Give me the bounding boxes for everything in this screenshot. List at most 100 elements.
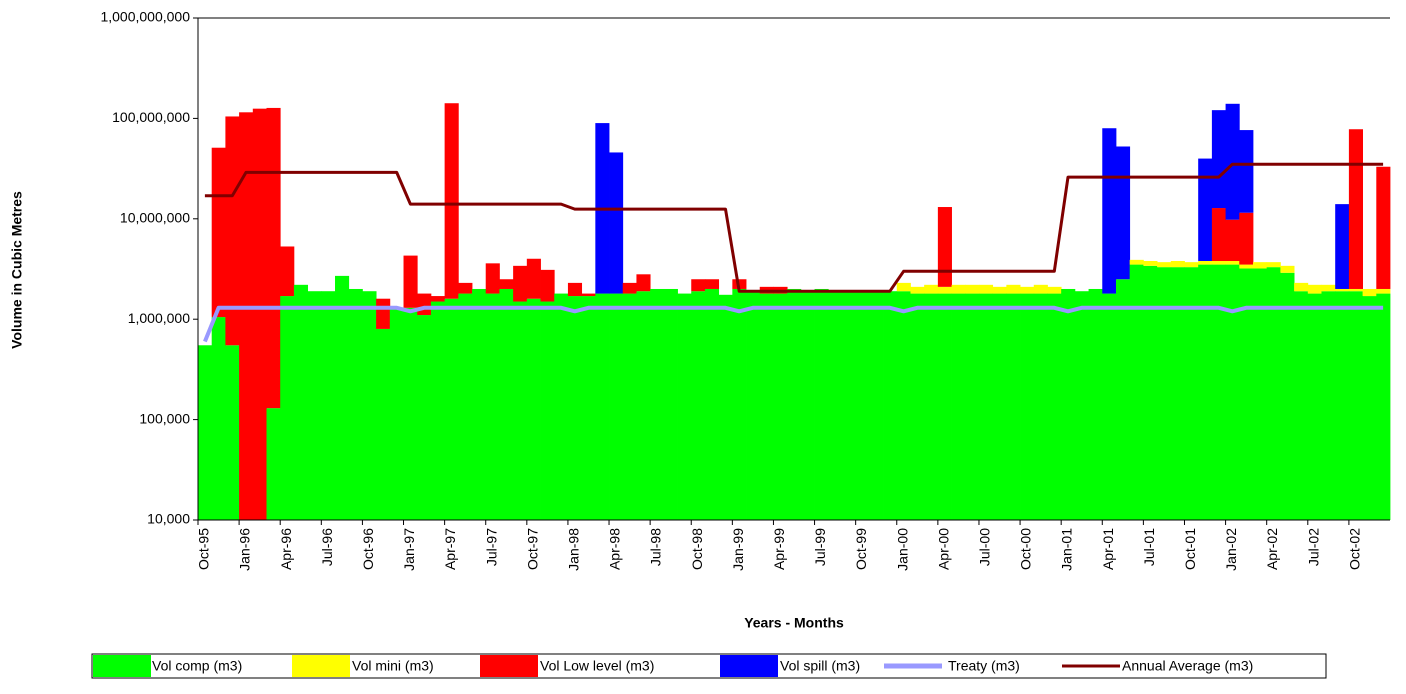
- x-tick-label: Jul-00: [977, 528, 993, 566]
- line-layer: [203, 162, 1384, 343]
- bar-segment: [978, 293, 994, 520]
- bar-segment: [581, 293, 596, 297]
- bar-segment: [746, 291, 761, 520]
- bar-segment: [663, 288, 678, 520]
- x-tick-label: Jul-96: [319, 528, 335, 566]
- legend-swatch: [292, 655, 350, 677]
- x-tick-label: Jan-00: [894, 528, 910, 571]
- bar-segment: [266, 107, 281, 409]
- bar-segment: [691, 291, 706, 520]
- bar-segment: [1006, 293, 1021, 520]
- bar-segment: [814, 288, 829, 520]
- legend-label: Vol mini (m3): [352, 658, 434, 674]
- bar-segment: [937, 286, 952, 294]
- bar-segment: [1115, 146, 1131, 280]
- bar-segment: [430, 296, 446, 302]
- bar-segment: [540, 269, 555, 302]
- bar-segment: [1129, 259, 1144, 265]
- x-tick-label: Jul-99: [812, 528, 828, 566]
- bar-segment: [787, 288, 802, 520]
- bar-segment: [1239, 130, 1254, 213]
- line-series: [204, 162, 1384, 293]
- y-axis-title: Volume in Cubic Metres: [9, 191, 25, 349]
- bar-segment: [376, 298, 391, 329]
- bar-segment: [1184, 267, 1199, 520]
- bar-segment: [499, 288, 514, 520]
- bar-segment: [924, 293, 939, 520]
- bar-segment: [389, 307, 404, 520]
- bar-layer: [198, 103, 1391, 521]
- bar-segment: [773, 293, 788, 520]
- bar-segment: [937, 293, 952, 520]
- bar-segment: [609, 152, 624, 294]
- x-tick-label: Jul-98: [648, 528, 664, 566]
- bar-segment: [1321, 284, 1336, 292]
- y-tick-label: 100,000: [139, 410, 190, 426]
- bar-segment: [965, 293, 980, 520]
- bar-segment: [1266, 262, 1281, 268]
- bar-segment: [732, 288, 747, 520]
- bar-segment: [1198, 158, 1213, 261]
- bar-segment: [978, 284, 994, 294]
- bar-segment: [1376, 166, 1391, 289]
- bar-segment: [1266, 267, 1281, 520]
- x-tick-label: Jul-01: [1141, 528, 1157, 566]
- bar-segment: [499, 279, 514, 289]
- bar-segment: [567, 282, 583, 297]
- bar-segment: [937, 207, 952, 287]
- bar-segment: [307, 291, 322, 520]
- bar-segment: [362, 291, 377, 520]
- bar-segment: [1294, 282, 1309, 292]
- legend-label: Vol comp (m3): [152, 658, 242, 674]
- bar-segment: [348, 288, 363, 520]
- bar-segment: [458, 282, 473, 294]
- bar-segment: [1280, 265, 1295, 273]
- x-tick-label: Oct-98: [689, 528, 705, 570]
- bar-segment: [1020, 293, 1035, 520]
- bar-segment: [896, 291, 911, 520]
- bar-segment: [1184, 262, 1199, 268]
- bar-segment: [636, 274, 651, 292]
- x-tick-label: Apr-99: [771, 528, 787, 570]
- x-tick-label: Oct-02: [1346, 528, 1362, 570]
- bar-segment: [198, 345, 213, 520]
- bar-segment: [951, 293, 966, 520]
- bar-segment: [1239, 212, 1254, 265]
- x-tick-label: Apr-98: [607, 528, 623, 570]
- x-tick-label: Oct-97: [524, 528, 540, 570]
- bar-segment: [691, 279, 706, 292]
- bar-segment: [1143, 260, 1158, 266]
- bar-segment: [841, 291, 857, 520]
- y-tick-label: 10,000,000: [120, 210, 190, 226]
- x-tick-label: Oct-99: [853, 528, 869, 570]
- bar-segment: [910, 286, 925, 294]
- bar-segment: [965, 284, 980, 294]
- bar-segment: [1088, 288, 1103, 520]
- bar-segment: [335, 275, 350, 520]
- bar-segment: [1047, 286, 1062, 294]
- bar-segment: [417, 315, 432, 520]
- bar-segment: [1102, 128, 1117, 294]
- bar-segment: [1033, 293, 1048, 520]
- x-tick-label: Jan-97: [401, 528, 417, 571]
- bar-segment: [1252, 268, 1268, 520]
- bar-segment: [883, 291, 898, 520]
- x-tick-label: Apr-97: [442, 528, 458, 570]
- bar-segment: [1335, 204, 1350, 289]
- bar-segment: [924, 284, 939, 294]
- bar-segment: [1170, 260, 1185, 268]
- bar-segment: [581, 296, 596, 520]
- bar-segment: [650, 288, 665, 520]
- bar-segment: [1211, 208, 1226, 261]
- legend-swatch: [93, 655, 151, 677]
- bar-segment: [1006, 284, 1021, 294]
- x-tick-label: Apr-00: [935, 528, 951, 570]
- bar-segment: [280, 246, 295, 297]
- legend-label: Vol spill (m3): [780, 658, 860, 674]
- bar-segment: [622, 282, 637, 294]
- bar-segment: [951, 284, 966, 294]
- x-tick-label: Jan-98: [565, 528, 581, 571]
- bar-segment: [1225, 219, 1240, 261]
- x-tick-label: Oct-01: [1182, 528, 1198, 570]
